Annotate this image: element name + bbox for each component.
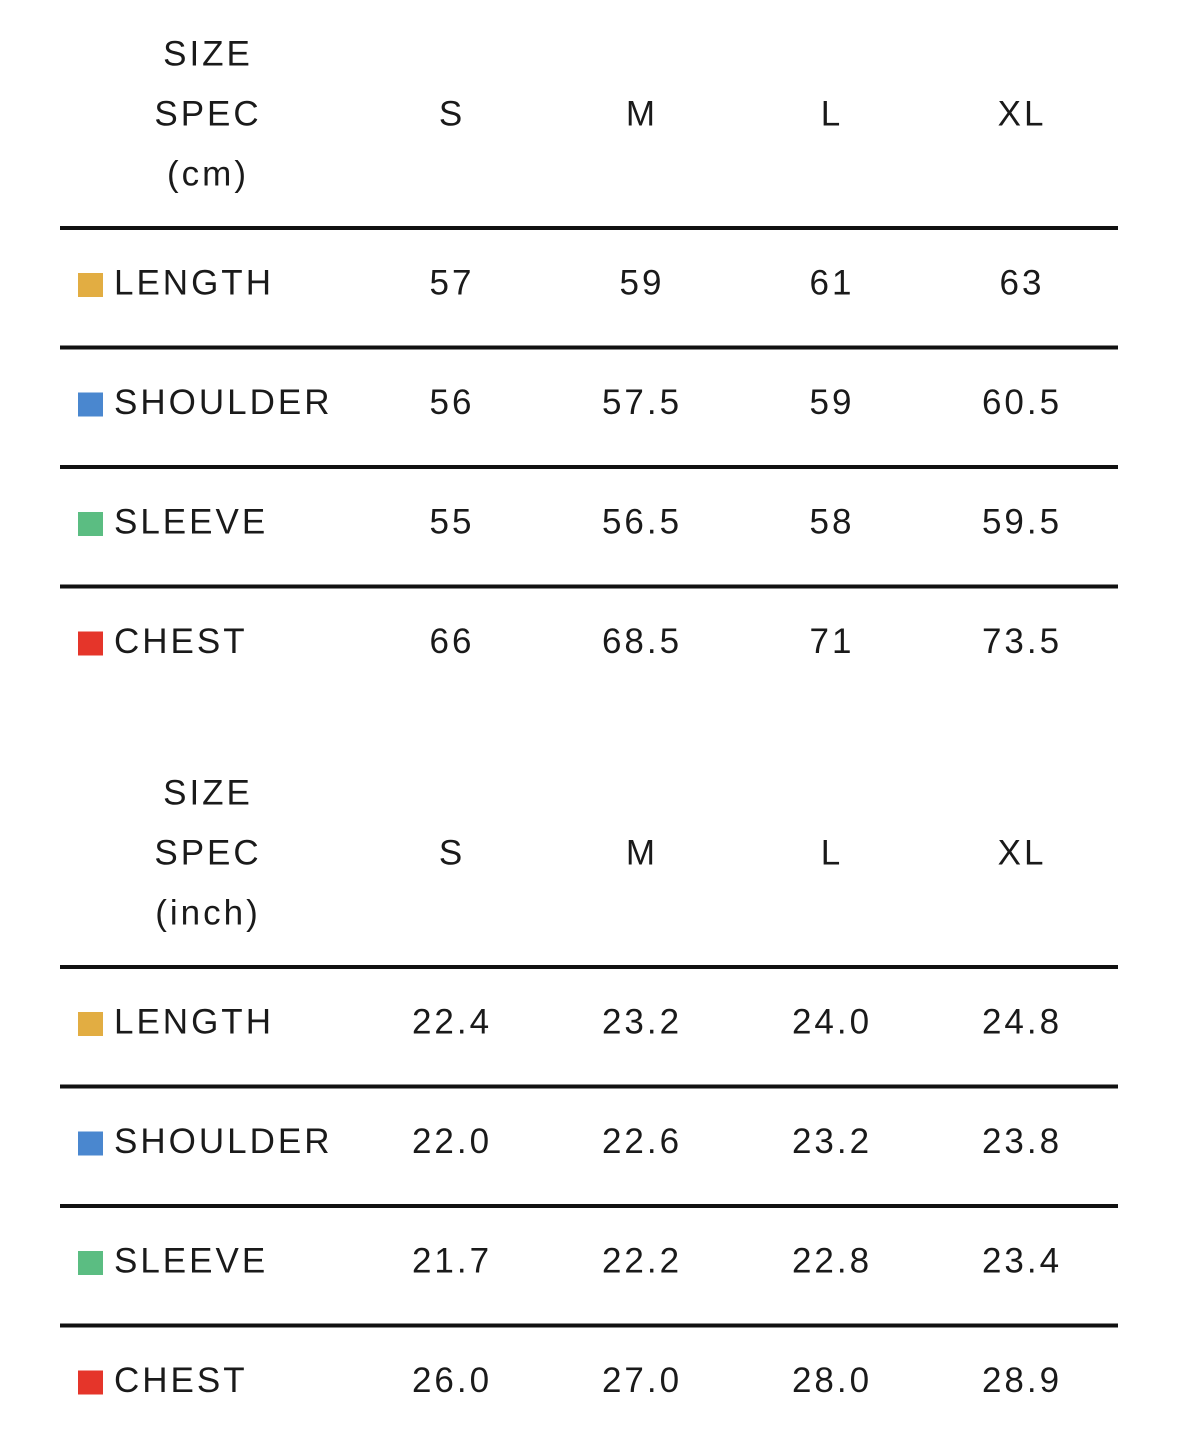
cell-value: 23.2	[602, 1002, 682, 1041]
header-label: SIZE	[163, 34, 253, 73]
header-label: SPEC	[154, 833, 261, 872]
cell-value: 58	[810, 502, 855, 541]
row-divider	[60, 226, 1118, 230]
cell-value: 59	[810, 383, 855, 422]
cell-value: 71	[810, 622, 855, 661]
column-header: L	[821, 94, 843, 133]
row-label: LENGTH	[114, 263, 274, 302]
column-header: S	[439, 94, 465, 133]
row-divider	[60, 584, 1118, 589]
cell-value: 28.9	[982, 1361, 1062, 1400]
cell-value: 59	[620, 263, 665, 302]
column-header: M	[626, 833, 658, 872]
cell-value: 56	[430, 383, 475, 422]
cell-value: 59.5	[982, 502, 1062, 541]
column-header: M	[626, 94, 658, 133]
cell-value: 66	[430, 622, 475, 661]
row-label: SHOULDER	[114, 383, 332, 422]
cell-value: 61	[810, 263, 855, 302]
color-swatch	[78, 512, 103, 536]
header-label: SIZE	[163, 773, 253, 812]
color-swatch	[78, 1370, 103, 1395]
cell-value: 26.0	[412, 1361, 492, 1400]
row-divider	[60, 1084, 1118, 1089]
color-swatch	[78, 1251, 103, 1275]
header-label: SPEC	[154, 94, 261, 133]
row-divider	[60, 1204, 1118, 1208]
cell-value: 22.4	[412, 1002, 492, 1041]
cell-value: 27.0	[602, 1361, 682, 1400]
cell-value: 22.0	[412, 1122, 492, 1161]
row-label: CHEST	[114, 1361, 248, 1400]
cell-value: 63	[1000, 263, 1045, 302]
row-divider	[60, 465, 1118, 469]
cell-value: 22.2	[602, 1241, 682, 1280]
cell-value: 23.2	[792, 1122, 872, 1161]
color-swatch	[78, 392, 103, 417]
cell-value: 55	[430, 502, 475, 541]
cell-value: 23.4	[982, 1241, 1062, 1280]
row-divider	[60, 965, 1118, 969]
row-divider	[60, 1323, 1118, 1328]
row-label: LENGTH	[114, 1002, 274, 1041]
cell-value: 21.7	[412, 1241, 492, 1280]
cell-value: 23.8	[982, 1122, 1062, 1161]
row-label: SHOULDER	[114, 1122, 332, 1161]
cell-value: 73.5	[982, 622, 1062, 661]
cell-value: 57.5	[602, 383, 682, 422]
cell-value: 22.6	[602, 1122, 682, 1161]
header-label: (inch)	[155, 893, 261, 932]
cell-value: 57	[430, 263, 475, 302]
row-label: CHEST	[114, 622, 248, 661]
column-header: XL	[998, 94, 1047, 133]
header-label: (cm)	[167, 154, 249, 193]
column-header: S	[439, 833, 465, 872]
cell-value: 28.0	[792, 1361, 872, 1400]
cell-value: 22.8	[792, 1241, 872, 1280]
color-swatch	[78, 631, 103, 656]
row-label: SLEEVE	[114, 502, 268, 541]
cell-value: 24.0	[792, 1002, 872, 1041]
color-swatch	[78, 1131, 103, 1156]
row-label: SLEEVE	[114, 1241, 268, 1280]
column-header: XL	[998, 833, 1047, 872]
row-divider	[60, 345, 1118, 350]
cell-value: 60.5	[982, 383, 1062, 422]
color-swatch	[78, 1012, 103, 1036]
cell-value: 68.5	[602, 622, 682, 661]
cell-value: 24.8	[982, 1002, 1062, 1041]
column-header: L	[821, 833, 843, 872]
color-swatch	[78, 273, 103, 297]
cell-value: 56.5	[602, 502, 682, 541]
